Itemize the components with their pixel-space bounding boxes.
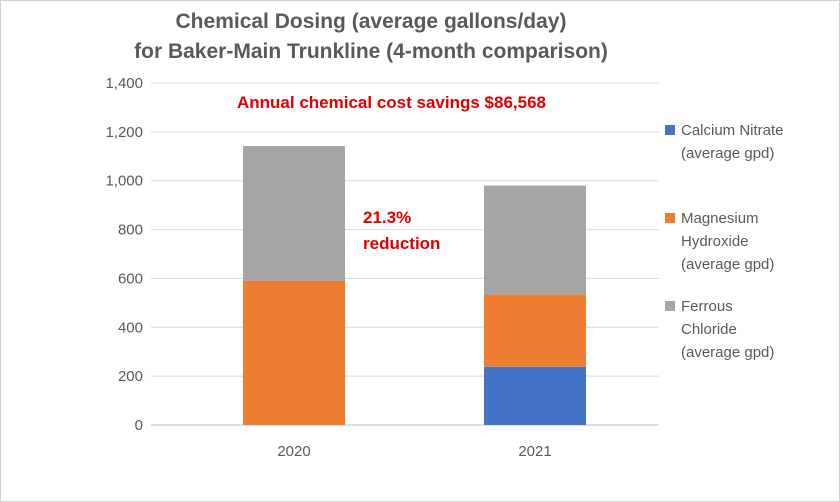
y-tick-label: 400 xyxy=(118,319,143,336)
y-tick-label: 600 xyxy=(118,270,143,287)
bar-segment-2021-2 xyxy=(484,294,586,367)
legend-label-line: Magnesium xyxy=(681,210,759,227)
chart-title: Chemical Dosing (average gallons/day) fo… xyxy=(61,7,681,67)
reduction-annotation-line: 21.3% xyxy=(363,208,411,227)
legend-swatch xyxy=(665,301,675,311)
y-tick-label: 200 xyxy=(118,368,143,385)
reduction-annotation-line: reduction xyxy=(363,234,440,253)
bar-segment-2020-2 xyxy=(243,280,345,425)
savings-annotation: Annual chemical cost savings $86,568 xyxy=(237,93,546,112)
legend-swatch xyxy=(665,213,675,223)
bar-segment-2021-1 xyxy=(484,366,586,425)
y-tick-label: 1,400 xyxy=(105,75,143,92)
y-tick-label: 1,000 xyxy=(105,173,143,190)
legend-label-line: (average gpd) xyxy=(681,145,775,162)
legend-label-line: Hydroxide xyxy=(681,233,749,250)
chart-title-line-1: Chemical Dosing (average gallons/day) xyxy=(175,10,567,33)
legend-label: Ferrous Chloride (average gpd) xyxy=(681,295,831,364)
legend-label: Calcium Nitrate (average gpd) xyxy=(681,119,831,165)
bar-segment-2020-3 xyxy=(243,146,345,281)
y-tick-label: 0 xyxy=(135,417,143,434)
legend-label-line: (average gpd) xyxy=(681,256,775,273)
legend-label: Magnesium Hydroxide (average gpd) xyxy=(681,207,831,276)
chart-title-line-2: for Baker-Main Trunkline (4-month compar… xyxy=(134,40,608,63)
legend-label-line: Ferrous xyxy=(681,298,733,315)
bar-segment-2021-3 xyxy=(484,185,586,295)
legend-label-line: Chloride xyxy=(681,321,737,338)
legend-swatch xyxy=(665,125,675,135)
legend-label-line: Calcium Nitrate xyxy=(681,122,784,139)
legend-label-line: (average gpd) xyxy=(681,344,775,361)
x-tick-label: 2021 xyxy=(518,443,551,460)
y-tick-label: 800 xyxy=(118,222,143,239)
y-tick-label: 1,200 xyxy=(105,124,143,141)
x-tick-label: 2020 xyxy=(277,443,310,460)
